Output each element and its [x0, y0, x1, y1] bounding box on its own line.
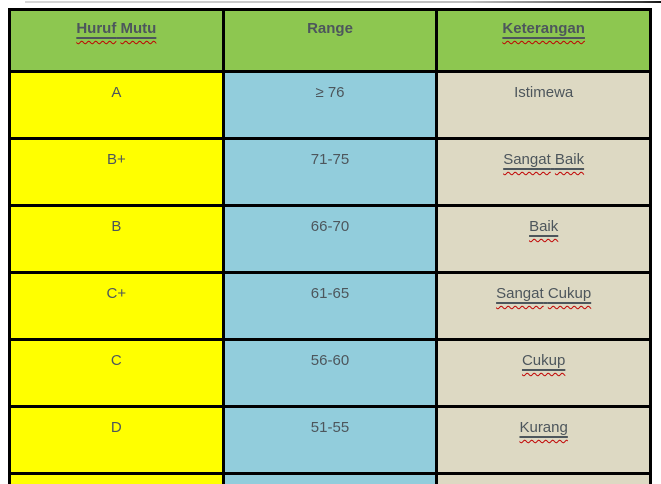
cell-keterangan: Sangat Cukup: [435, 271, 652, 341]
header-huruf-mutu-label: Huruf Mutu: [76, 20, 156, 37]
cell-huruf-mutu: E: [8, 472, 225, 484]
misspelled-word: Mutu: [120, 20, 157, 37]
keterangan-label: Istimewa: [514, 84, 574, 101]
misspelled-word: Baik: [554, 151, 585, 168]
table-row: A ≥ 76 Istimewa: [8, 70, 652, 140]
cell-keterangan: Istimewa: [435, 70, 652, 140]
misspelled-word: Cukup: [521, 352, 566, 369]
cell-range: 66-70: [221, 204, 439, 274]
table-row: C 56-60 Cukup: [8, 338, 652, 408]
header-keterangan-label: Keterangan: [502, 20, 585, 37]
table-row: C+ 61-65 Sangat Cukup: [8, 271, 652, 341]
cell-huruf-mutu: C: [8, 338, 225, 408]
header-huruf-mutu: Huruf Mutu: [8, 8, 225, 73]
cell-range: 56-60: [221, 338, 439, 408]
table-row: D 51-55 Kurang: [8, 405, 652, 475]
cell-range: 51-55: [221, 405, 439, 475]
cell-huruf-mutu: A: [8, 70, 225, 140]
cell-huruf-mutu: D: [8, 405, 225, 475]
misspelled-word: Huruf: [76, 20, 117, 37]
cell-huruf-mutu: C+: [8, 271, 225, 341]
cell-keterangan: Jelek: [435, 472, 652, 484]
table-row: B+ 71-75 Sangat Baik: [8, 137, 652, 207]
cell-huruf-mutu: B: [8, 204, 225, 274]
keterangan-label: Sangat Cukup: [496, 285, 591, 302]
misspelled-word: Sangat: [496, 285, 544, 302]
header-range: Range: [221, 8, 439, 73]
misspelled-word: Baik: [529, 218, 559, 235]
misspelled-word: Cukup: [547, 285, 592, 302]
cell-keterangan: Baik: [435, 204, 652, 274]
cell-range: ≤50: [221, 472, 439, 484]
cell-range: ≥ 76: [221, 70, 439, 140]
table-row: B 66-70 Baik: [8, 204, 652, 274]
window-edge-line: [25, 1, 661, 3]
header-range-label: Range: [307, 20, 353, 37]
keterangan-label: Cukup: [522, 352, 565, 369]
cell-range: 61-65: [221, 271, 439, 341]
keterangan-label: Sangat Baik: [503, 151, 584, 168]
cell-range: 71-75: [221, 137, 439, 207]
misspelled-word: Keterangan: [502, 20, 585, 37]
cell-keterangan: Cukup: [435, 338, 652, 408]
keterangan-label: Baik: [529, 218, 558, 235]
grade-scale-table: Huruf Mutu Range Keterangan A ≥ 76 Istim…: [8, 8, 652, 484]
keterangan-label: Kurang: [519, 419, 567, 436]
cell-keterangan: Kurang: [435, 405, 652, 475]
header-keterangan: Keterangan: [435, 8, 652, 73]
misspelled-word: Kurang: [519, 419, 568, 436]
cell-keterangan: Sangat Baik: [435, 137, 652, 207]
misspelled-word: Sangat: [503, 151, 551, 168]
cell-huruf-mutu: B+: [8, 137, 225, 207]
table-row: E ≤50 Jelek: [8, 472, 652, 484]
header-row: Huruf Mutu Range Keterangan: [8, 8, 652, 73]
